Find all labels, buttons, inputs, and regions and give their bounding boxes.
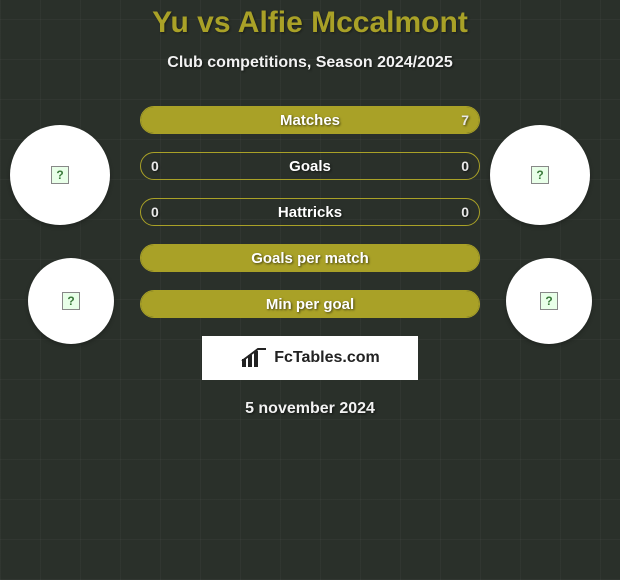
player-avatar-right: ? xyxy=(490,125,590,225)
stat-label: Min per goal xyxy=(141,291,479,317)
stat-right-value xyxy=(459,291,479,317)
stats-panel: Matches 7 0 Goals 0 0 Hattricks 0 Goals … xyxy=(140,106,480,318)
page-title: Yu vs Alfie Mccalmont xyxy=(0,0,620,40)
club-badge-left: ? xyxy=(28,258,114,344)
stat-row-goals-per-match: Goals per match xyxy=(140,244,480,272)
page-subtitle: Club competitions, Season 2024/2025 xyxy=(0,54,620,72)
stat-label: Hattricks xyxy=(141,199,479,225)
stat-label: Goals per match xyxy=(141,245,479,271)
stat-label: Goals xyxy=(141,153,479,179)
stat-row-min-per-goal: Min per goal xyxy=(140,290,480,318)
image-placeholder-icon: ? xyxy=(62,292,80,310)
stat-label: Matches xyxy=(141,107,479,133)
stat-row-goals: 0 Goals 0 xyxy=(140,152,480,180)
site-logo: FcTables.com xyxy=(202,336,418,380)
image-placeholder-icon: ? xyxy=(540,292,558,310)
site-logo-text: FcTables.com xyxy=(274,349,380,367)
stat-right-value: 0 xyxy=(451,199,479,225)
stat-right-value: 0 xyxy=(451,153,479,179)
stat-row-hattricks: 0 Hattricks 0 xyxy=(140,198,480,226)
image-placeholder-icon: ? xyxy=(531,166,549,184)
player-avatar-left: ? xyxy=(10,125,110,225)
image-placeholder-icon: ? xyxy=(51,166,69,184)
club-badge-right: ? xyxy=(506,258,592,344)
stat-right-value: 7 xyxy=(451,107,479,133)
stat-right-value xyxy=(459,245,479,271)
footer-date: 5 november 2024 xyxy=(0,400,620,418)
bar-chart-icon xyxy=(240,347,268,369)
stat-row-matches: Matches 7 xyxy=(140,106,480,134)
